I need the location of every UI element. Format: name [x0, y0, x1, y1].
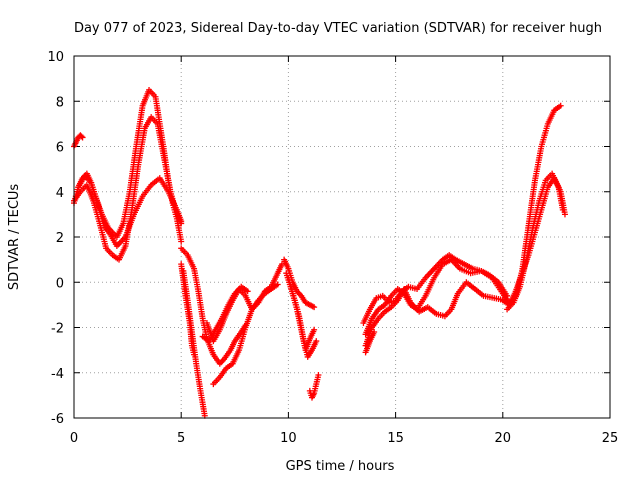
x-tick-label: 0 — [70, 431, 78, 446]
y-axis-label: SDTVAR / TECUs — [7, 184, 22, 291]
y-tick-label: 2 — [56, 231, 64, 246]
series-17 — [362, 329, 378, 356]
grid — [74, 56, 610, 418]
data-point — [79, 134, 86, 141]
axis-ticks: 0 5 10 15 20 25 -6 -4 -2 0 2 4 6 8 10 — [47, 50, 618, 446]
y-tick-label: -2 — [51, 322, 64, 337]
data-point — [191, 351, 198, 358]
data-point — [274, 281, 281, 288]
series-18 — [499, 102, 564, 308]
series-16 — [362, 279, 508, 349]
y-tick-label: 0 — [56, 276, 64, 291]
data-point — [278, 261, 285, 268]
y-tick-label: 6 — [56, 141, 64, 156]
series-10 — [281, 256, 318, 311]
data-point — [178, 218, 185, 225]
series-20 — [506, 175, 568, 308]
data-point — [311, 304, 318, 311]
x-tick-label: 25 — [602, 431, 619, 446]
data-point — [371, 329, 378, 336]
y-tick-label: -4 — [51, 367, 64, 382]
data-point — [313, 338, 320, 345]
data-point — [311, 326, 318, 333]
x-tick-label: 20 — [495, 431, 512, 446]
series-12 — [285, 274, 318, 354]
data-points — [71, 86, 568, 419]
chart-title: Day 077 of 2023, Sidereal Day-to-day VTE… — [74, 21, 602, 36]
y-tick-label: -6 — [51, 412, 64, 427]
plot-frame — [73, 55, 611, 419]
data-point — [78, 133, 85, 140]
x-axis-label: GPS time / hours — [286, 459, 395, 474]
data-point — [557, 102, 564, 109]
series-8 — [210, 281, 281, 388]
data-point — [561, 211, 568, 218]
y-tick-label: 10 — [47, 50, 64, 65]
data-point — [315, 372, 322, 379]
x-tick-label: 5 — [177, 431, 185, 446]
series-2 — [75, 172, 185, 250]
y-tick-label: 4 — [56, 186, 64, 201]
data-point — [178, 238, 185, 245]
series-13 — [306, 372, 322, 401]
data-point — [244, 288, 251, 295]
series-6 — [178, 261, 198, 358]
y-tick-label: 8 — [56, 95, 64, 110]
series-3 — [71, 132, 86, 150]
x-tick-label: 10 — [280, 431, 297, 446]
series-11 — [283, 270, 320, 360]
series-9 — [199, 283, 251, 345]
x-tick-label: 15 — [387, 431, 404, 446]
